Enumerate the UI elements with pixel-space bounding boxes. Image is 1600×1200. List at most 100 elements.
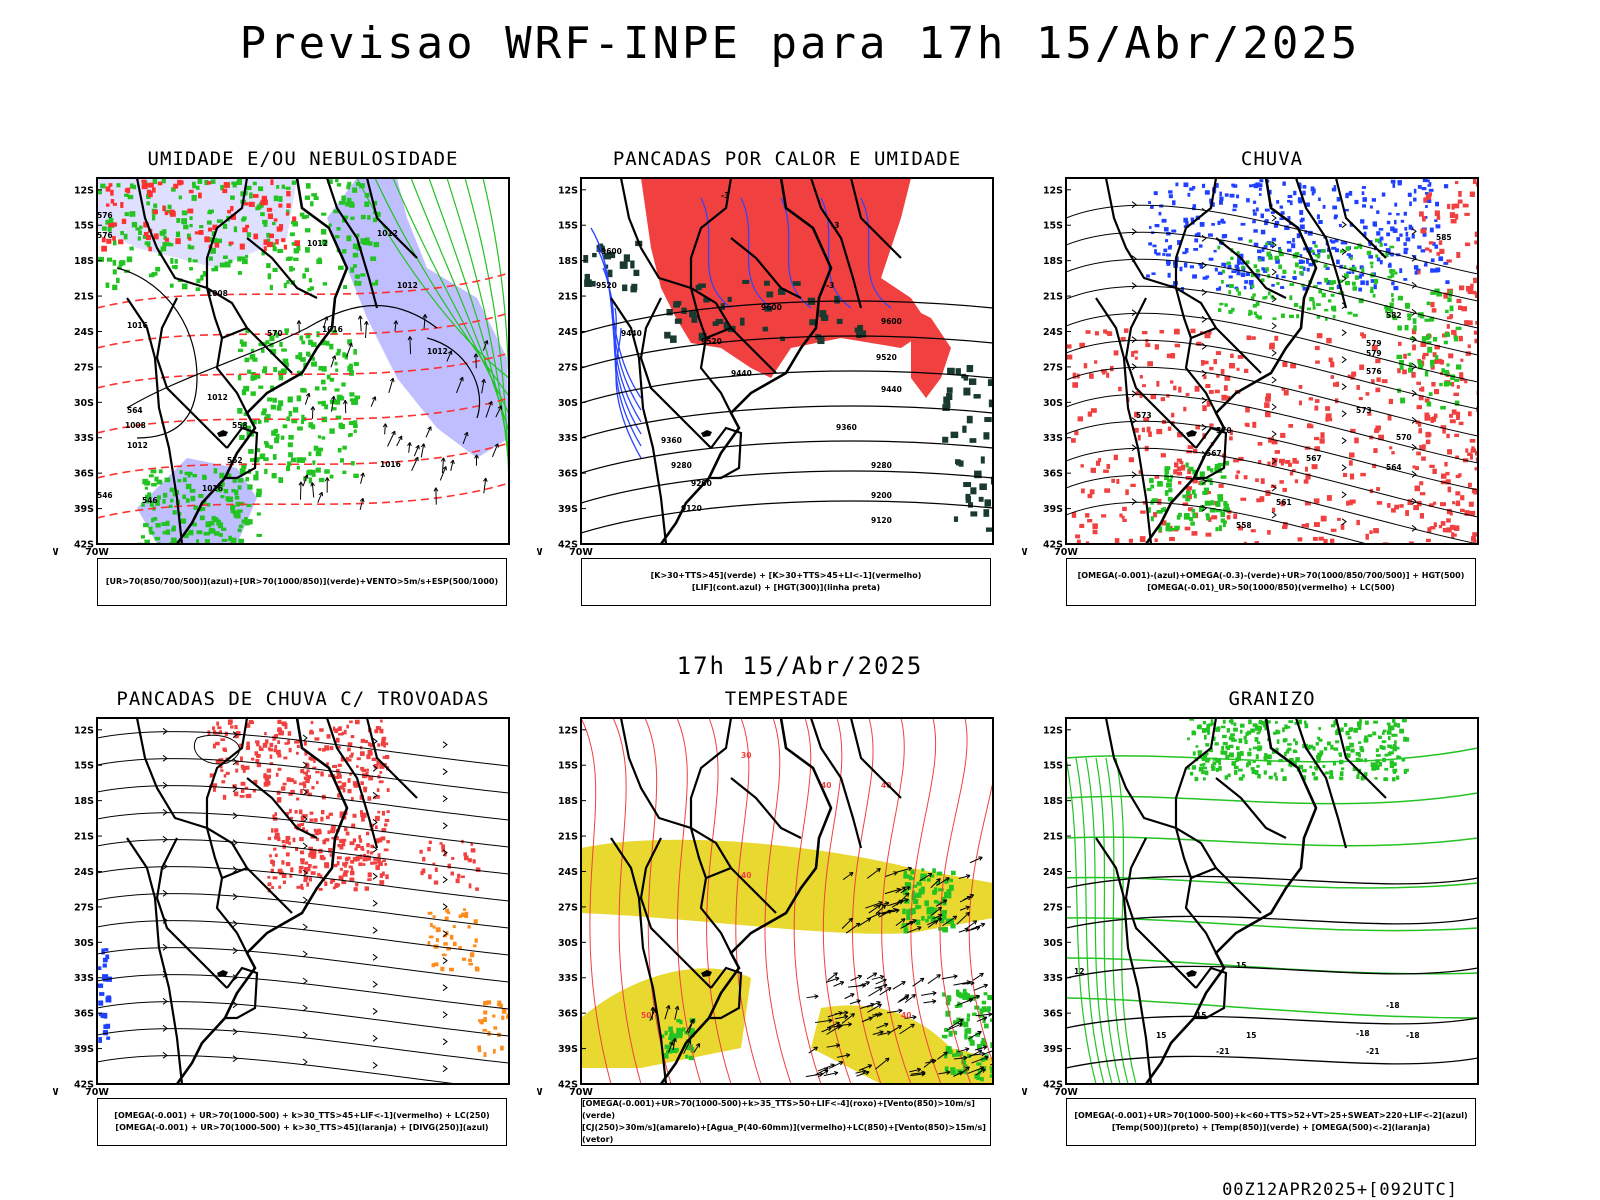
field-pixel — [1430, 268, 1435, 273]
field-pixel — [1221, 394, 1227, 401]
field-pixel — [1208, 257, 1214, 261]
field-pixel — [1243, 475, 1248, 480]
field-pixel — [1349, 267, 1354, 271]
field-pixel — [923, 873, 928, 877]
country-border — [610, 297, 668, 544]
flow-arrow — [1131, 201, 1137, 209]
field-pixel — [1273, 223, 1279, 228]
field-pixel — [1204, 333, 1211, 339]
field-pixel — [1443, 292, 1448, 299]
field-pixel — [1236, 367, 1240, 371]
field-pixel — [313, 828, 317, 832]
field-pixel — [346, 197, 352, 203]
field-pixel — [860, 330, 867, 338]
field-pixel — [235, 501, 240, 507]
field-pixel — [1256, 741, 1261, 745]
field-pixel — [1179, 266, 1183, 272]
field-pixel — [1255, 273, 1261, 278]
field-pixel — [1386, 232, 1391, 237]
field-pixel — [1471, 446, 1475, 453]
field-pixel — [1251, 284, 1255, 289]
lagoon — [217, 970, 228, 977]
field-pixel — [248, 449, 254, 454]
field-pixel — [326, 734, 331, 739]
flow-arrow — [232, 758, 238, 766]
field-pixel — [1237, 355, 1244, 359]
field-pixel — [1399, 268, 1403, 274]
field-pixel — [925, 918, 929, 923]
field-pixel — [1164, 490, 1169, 496]
field-pixel — [1157, 498, 1162, 505]
map-frame — [1065, 717, 1479, 1085]
field-pixel — [976, 1062, 982, 1066]
field-pixel — [237, 528, 242, 533]
field-pixel — [1169, 536, 1175, 541]
field-pixel — [258, 385, 264, 389]
field-pixel — [1387, 752, 1392, 756]
field-pixel — [265, 739, 269, 744]
lat-tick-label: 24S — [74, 867, 94, 878]
field-pixel — [1454, 433, 1460, 437]
field-pixel — [315, 832, 319, 836]
field-pixel — [112, 269, 117, 275]
contour-line — [1066, 875, 1478, 889]
field-pixel — [1217, 220, 1221, 225]
field-pixel — [1253, 264, 1258, 268]
field-pixel — [1408, 362, 1413, 368]
field-pixel — [1363, 772, 1368, 777]
country-border — [809, 718, 863, 849]
field-pixel — [141, 184, 147, 190]
field-pixel — [1286, 240, 1292, 244]
field-pixel — [359, 854, 363, 860]
weather-map: 9600952094409600952096009520944094409360… — [537, 177, 994, 558]
field-pixel — [1302, 266, 1306, 271]
contour-label: 40 — [881, 781, 891, 790]
field-pixel — [1454, 181, 1459, 185]
field-pixel — [1209, 198, 1212, 204]
field-pixel — [968, 378, 977, 385]
contour-label: 9600 — [601, 247, 622, 256]
flow-arrow — [442, 957, 448, 965]
field-pixel — [1312, 285, 1318, 288]
field-pixel — [1289, 295, 1293, 301]
field-pixel — [260, 348, 265, 353]
country-border — [155, 837, 228, 989]
field-pixel — [1163, 227, 1169, 232]
field-pixel — [1206, 400, 1211, 407]
contour-line — [700, 197, 732, 309]
field-pixel — [1156, 380, 1160, 387]
field-pixel — [1413, 197, 1417, 202]
field-pixel — [291, 220, 296, 225]
field-pixel — [1352, 266, 1357, 272]
field-pixel — [1210, 719, 1214, 725]
field-pixel — [1427, 199, 1432, 203]
field-pixel — [220, 481, 225, 487]
field-pixel — [836, 318, 843, 324]
field-pixel — [988, 399, 993, 408]
field-pixel — [1299, 224, 1305, 230]
legend-line: [LIF](cont.azul) + [HGT(300)](linha pret… — [691, 583, 881, 592]
field-pixel — [1306, 423, 1312, 428]
field-pixel — [1164, 474, 1170, 481]
field-pixel — [1276, 739, 1280, 744]
field-pixel — [1071, 512, 1077, 518]
field-pixel — [427, 911, 433, 915]
field-pixel — [364, 192, 370, 198]
field-pixel — [1389, 302, 1394, 308]
field-pixel — [1118, 386, 1122, 392]
field-pixel — [252, 788, 256, 793]
field-pixel — [1259, 179, 1264, 183]
field-pixel — [245, 425, 251, 430]
field-pixel — [428, 840, 432, 845]
field-pixel — [1224, 303, 1228, 307]
field-pixel — [1236, 194, 1240, 199]
wind-vector — [957, 1047, 970, 1053]
field-pixel — [1379, 259, 1383, 265]
field-pixel — [293, 248, 300, 254]
field-pixel — [1318, 738, 1323, 742]
field-pixel — [1475, 265, 1478, 270]
field-pixel — [1254, 726, 1259, 731]
field-pixel — [1271, 460, 1277, 466]
flow-arrow — [372, 872, 378, 880]
country-border — [205, 287, 248, 340]
